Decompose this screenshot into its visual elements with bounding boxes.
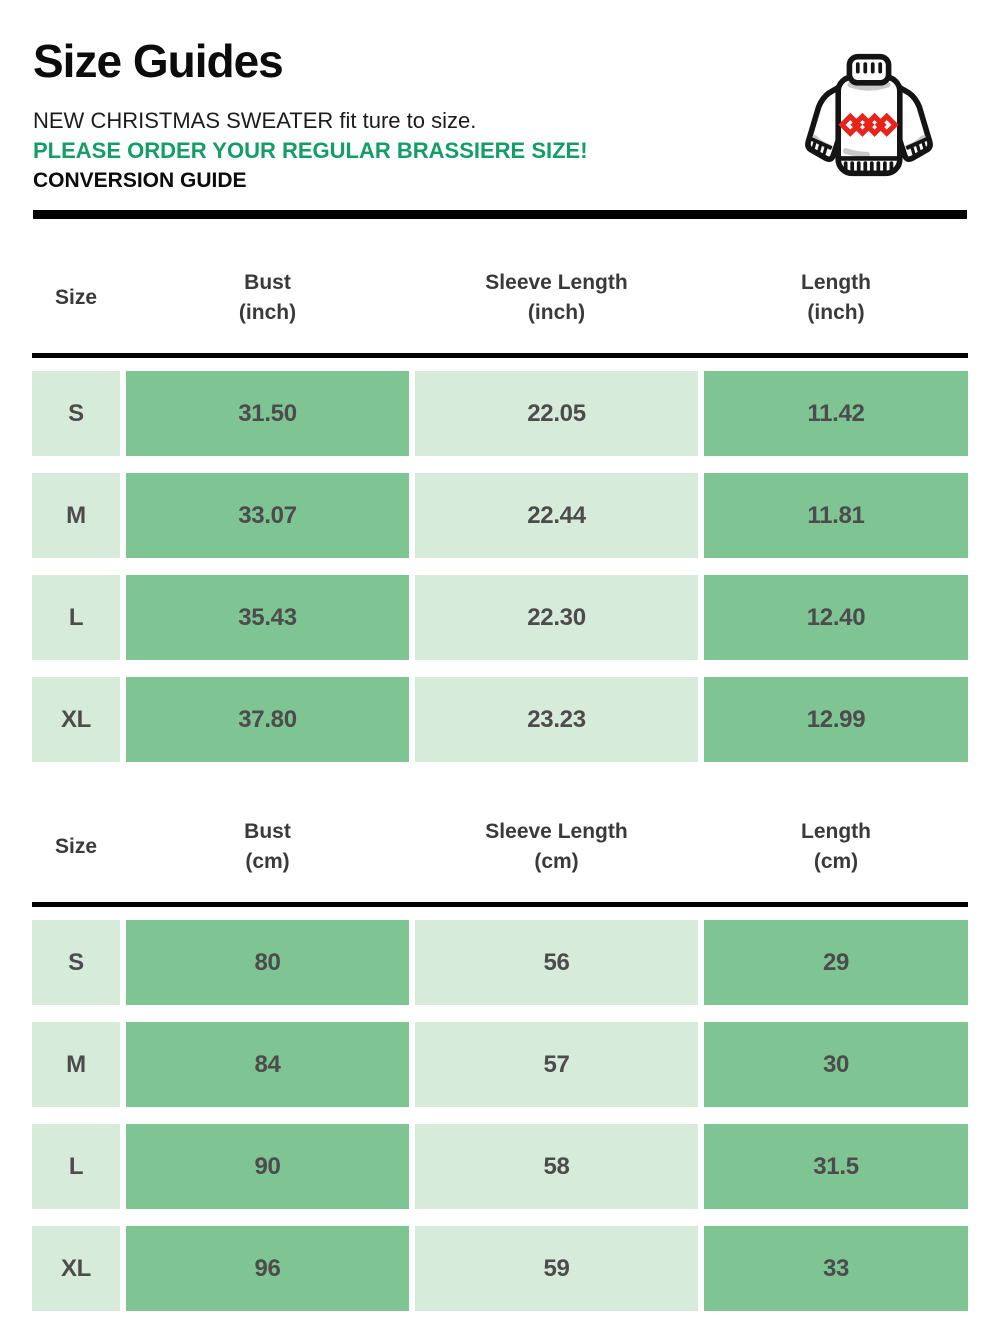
christmas-sweater-icon	[800, 52, 938, 192]
size-cell: S	[32, 920, 120, 1005]
size-cell: L	[32, 575, 120, 660]
bust-cell: 84	[126, 1022, 409, 1107]
length-cell: 11.81	[704, 473, 968, 558]
sleeve-cell: 57	[415, 1022, 698, 1107]
length-cell: 29	[704, 920, 968, 1005]
column-header-sleeve-length: Sleeve Length (inch)	[485, 271, 628, 324]
length-cell: 12.40	[704, 575, 968, 660]
length-cell: 12.99	[704, 677, 968, 762]
size-cell: XL	[32, 1226, 120, 1311]
size-table-cm: Size Bust (cm) Sleeve Length (cm) Length…	[32, 804, 968, 1311]
conversion-guide-label: CONVERSION GUIDE	[33, 169, 247, 192]
length-cell: 11.42	[704, 371, 968, 456]
bust-cell: 37.80	[126, 677, 409, 762]
column-header-length: Length (inch)	[801, 271, 871, 324]
size-cell: M	[32, 473, 120, 558]
column-header-size: Size	[54, 835, 98, 858]
column-header-bust: Bust (inch)	[238, 271, 297, 324]
table-body-inch: S 31.50 22.05 11.42 M 33.07 22.44 11.81 …	[32, 371, 968, 762]
column-header-size: Size	[54, 286, 98, 309]
length-cell: 33	[704, 1226, 968, 1311]
size-cell: L	[32, 1124, 120, 1209]
bust-cell: 90	[126, 1124, 409, 1209]
table-header-inch: Size Bust (inch) Sleeve Length (inch) Le…	[32, 255, 968, 358]
bust-cell: 31.50	[126, 371, 409, 456]
sleeve-cell: 23.23	[415, 677, 698, 762]
sleeve-cell: 56	[415, 920, 698, 1005]
page-title: Size Guides	[33, 35, 284, 87]
table-row-s: S 80 56 29	[32, 920, 968, 1005]
table-row-m: M 33.07 22.44 11.81	[32, 473, 968, 558]
size-table-inch: Size Bust (inch) Sleeve Length (inch) Le…	[32, 255, 968, 762]
table-row-l: L 35.43 22.30 12.40	[32, 575, 968, 660]
bust-cell: 80	[126, 920, 409, 1005]
size-cell: XL	[32, 677, 120, 762]
table-header-cm: Size Bust (cm) Sleeve Length (cm) Length…	[32, 804, 968, 907]
header-block: Size Guides NEW CHRISTMAS SWEATER fit tu…	[0, 0, 1000, 219]
sleeve-cell: 22.05	[415, 371, 698, 456]
diamond-pattern	[838, 112, 899, 137]
table-row-s: S 31.50 22.05 11.42	[32, 371, 968, 456]
column-header-sleeve-length: Sleeve Length (cm)	[485, 820, 628, 873]
column-header-bust: Bust (cm)	[244, 820, 291, 873]
bust-cell: 33.07	[126, 473, 409, 558]
bust-cell: 35.43	[126, 575, 409, 660]
order-notice: PLEASE ORDER YOUR REGULAR BRASSIERE SIZE…	[33, 138, 588, 163]
sleeve-cell: 22.30	[415, 575, 698, 660]
bust-cell: 96	[126, 1226, 409, 1311]
length-cell: 31.5	[704, 1124, 968, 1209]
table-row-xl: XL 37.80 23.23 12.99	[32, 677, 968, 762]
sleeve-cell: 58	[415, 1124, 698, 1209]
sleeve-cell: 59	[415, 1226, 698, 1311]
length-cell: 30	[704, 1022, 968, 1107]
table-row-m: M 84 57 30	[32, 1022, 968, 1107]
table-row-l: L 90 58 31.5	[32, 1124, 968, 1209]
table-row-xl: XL 96 59 33	[32, 1226, 968, 1311]
table-body-cm: S 80 56 29 M 84 57 30 L 90 58 31.5 XL 96…	[32, 920, 968, 1311]
column-header-length: Length (cm)	[801, 820, 871, 873]
sleeve-cell: 22.44	[415, 473, 698, 558]
size-cell: S	[32, 371, 120, 456]
size-cell: M	[32, 1022, 120, 1107]
divider-bar	[33, 210, 967, 219]
fit-subtitle: NEW CHRISTMAS SWEATER fit ture to size.	[33, 108, 477, 133]
